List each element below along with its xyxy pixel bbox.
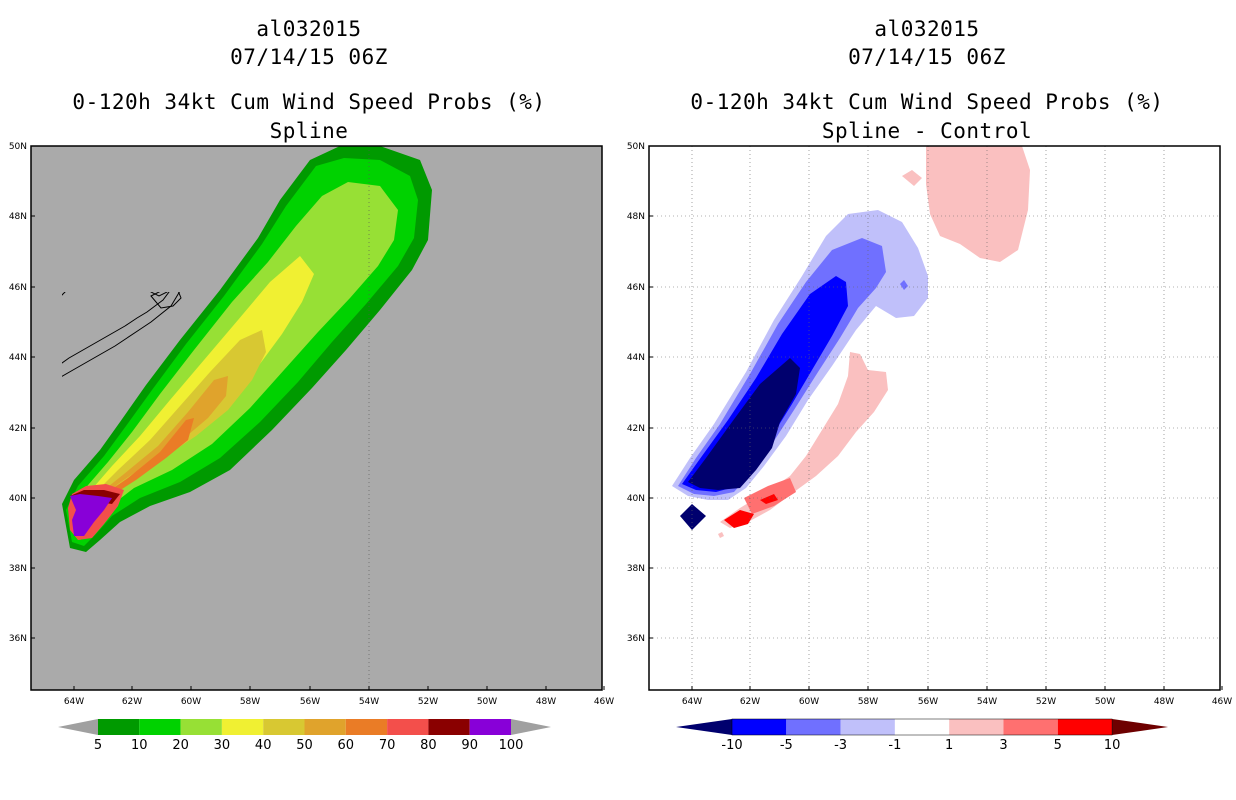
lon-label: 58W	[240, 697, 260, 707]
right-title-method: Spline - Control	[821, 119, 1033, 143]
lat-label: 42N	[627, 424, 645, 434]
colorbar-swatch	[98, 719, 140, 735]
colorbar-swatch	[304, 719, 346, 735]
lon-label: 62W	[740, 697, 760, 707]
colorbar-upper-arrow	[1112, 719, 1169, 735]
colorbar-label: 70	[379, 738, 396, 753]
lon-label: 52W	[1036, 697, 1056, 707]
right-difference-contours	[672, 146, 1030, 538]
colorbar-label: 60	[338, 738, 355, 753]
colorbar-swatch	[1057, 719, 1113, 735]
colorbar-swatch	[786, 719, 841, 735]
lat-label: 38N	[627, 564, 645, 574]
colorbar-label: 10	[1104, 738, 1121, 753]
lat-label: 38N	[9, 564, 27, 574]
right-title-product: 0-120h 34kt Cum Wind Speed Probs (%)	[690, 90, 1164, 114]
colorbar-label: 50	[296, 738, 313, 753]
colorbar-swatch	[469, 719, 511, 735]
colorbar-label: 10	[131, 738, 148, 753]
left-title-datetime: 07/14/15 06Z	[230, 45, 388, 69]
left-title-storm-id: al032015	[256, 17, 362, 41]
colorbar-swatch	[732, 719, 787, 735]
lon-label: 46W	[594, 697, 614, 707]
left-probability-contours	[62, 146, 432, 552]
left-title-method: Spline	[269, 119, 349, 143]
colorbar-label: 80	[420, 738, 437, 753]
lat-label: 40N	[9, 494, 27, 504]
colorbar-swatch	[180, 719, 222, 735]
lat-label: 50N	[627, 142, 645, 152]
lon-label: 56W	[918, 697, 938, 707]
colorbar-label: -10	[721, 738, 742, 753]
lat-label: 48N	[9, 212, 27, 222]
right-map-frame	[648, 145, 1221, 691]
lat-label: 46N	[9, 283, 27, 293]
colorbar-upper-arrow	[511, 719, 551, 735]
colorbar-label: 90	[461, 738, 478, 753]
right-grid	[649, 146, 1220, 690]
lon-label: 48W	[536, 697, 556, 707]
colorbar-label: 30	[214, 738, 231, 753]
colorbar-lower-arrow	[676, 719, 732, 735]
right-axis-labels: 50N 48N 46N 44N 42N 40N 38N 36N 64W 62W 60W 58W 56W 5…	[627, 142, 1232, 707]
colorbar-label: 40	[255, 738, 272, 753]
lat-label: 36N	[627, 634, 645, 644]
lon-label: 64W	[682, 697, 702, 707]
lon-label: 48W	[1154, 697, 1174, 707]
left-axis-labels: 50N 48N 46N 44N 42N 40N 38N 36N 64W 62W 60W 58W 56W 5…	[9, 142, 614, 707]
left-colorbar: 5 10 20 30 40 50 60 70 80 90 100	[58, 719, 551, 753]
lon-label: 46W	[1212, 697, 1232, 707]
lon-label: 50W	[477, 697, 497, 707]
lon-label: 50W	[1095, 697, 1115, 707]
colorbar-label: 100	[499, 738, 524, 753]
colorbar-label: -3	[834, 738, 847, 753]
colorbar-label: -5	[780, 738, 793, 753]
right-title-storm-id: al032015	[874, 17, 980, 41]
right-title-datetime: 07/14/15 06Z	[848, 45, 1006, 69]
lon-label: 60W	[181, 697, 201, 707]
left-map-panel: 50N 48N 46N 44N 42N 40N 38N 36N 64W 62W 60W 58W 56W 5…	[9, 142, 614, 707]
colorbar-swatch	[387, 719, 429, 735]
lon-label: 56W	[300, 697, 320, 707]
colorbar-label: -1	[888, 738, 901, 753]
lon-label: 54W	[977, 697, 997, 707]
lon-label: 58W	[858, 697, 878, 707]
colorbar-outline	[731, 718, 1113, 736]
colorbar-label: 5	[1054, 738, 1062, 753]
lon-label: 52W	[418, 697, 438, 707]
colorbar-swatch	[894, 719, 950, 735]
right-colorbar: -10 -5 -3 -1 1 3 5 10	[676, 718, 1169, 753]
lon-label: 60W	[799, 697, 819, 707]
colorbar-swatch	[428, 719, 470, 735]
colorbar-lower-arrow	[58, 719, 98, 735]
lat-label: 44N	[627, 353, 645, 363]
colorbar-swatch	[840, 719, 895, 735]
colorbar-label: 1	[945, 738, 953, 753]
lat-label: 48N	[627, 212, 645, 222]
colorbar-label: 20	[172, 738, 189, 753]
left-title-product: 0-120h 34kt Cum Wind Speed Probs (%)	[72, 90, 546, 114]
left-map-frame	[30, 145, 603, 691]
right-map-panel: 50N 48N 46N 44N 42N 40N 38N 36N 64W 62W 60W 58W 56W 5…	[627, 142, 1232, 707]
lon-label: 62W	[122, 697, 142, 707]
lon-label: 64W	[64, 697, 84, 707]
colorbar-swatch	[139, 719, 181, 735]
lat-label: 44N	[9, 353, 27, 363]
colorbar-swatch	[263, 719, 305, 735]
lat-label: 46N	[627, 283, 645, 293]
lat-label: 40N	[627, 494, 645, 504]
lon-label: 54W	[359, 697, 379, 707]
colorbar-swatch	[345, 719, 388, 735]
colorbar-label: 5	[94, 738, 102, 753]
colorbar-swatch	[1003, 719, 1058, 735]
lat-label: 50N	[9, 142, 27, 152]
colorbar-label: 3	[999, 738, 1007, 753]
colorbar-swatch	[221, 719, 264, 735]
lat-label: 36N	[9, 634, 27, 644]
lat-label: 42N	[9, 424, 27, 434]
colorbar-swatch	[949, 719, 1004, 735]
